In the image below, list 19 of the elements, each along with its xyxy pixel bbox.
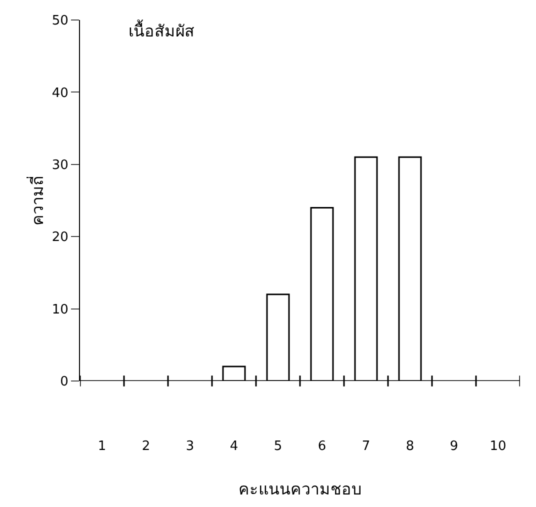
chart-title: เนื้อสัมผัส [128,20,195,41]
y-tick-label: 10 [52,302,68,318]
y-tick-label: 20 [52,230,68,246]
x-tick-label: 9 [450,439,458,454]
x-tick-label: 4 [230,439,238,454]
x-tick-label: 3 [186,439,194,454]
y-tick-label: 40 [52,86,68,101]
x-tick-label: 1 [98,439,106,454]
y-tick-label: 30 [52,158,68,173]
y-tick-label: 0 [60,374,68,390]
x-tick-label: 8 [406,439,414,454]
x-axis-title: คะแนนความชอบ [238,480,362,499]
x-tick-label: 5 [274,439,282,454]
x-tick-label: 6 [318,439,326,454]
y-axis-title: ความถี่ [26,176,47,226]
x-tick-label: 2 [142,439,150,454]
y-tick-label: 50 [52,14,68,29]
x-tick-label: 7 [362,439,370,454]
x-tick-label: 10 [490,439,506,454]
